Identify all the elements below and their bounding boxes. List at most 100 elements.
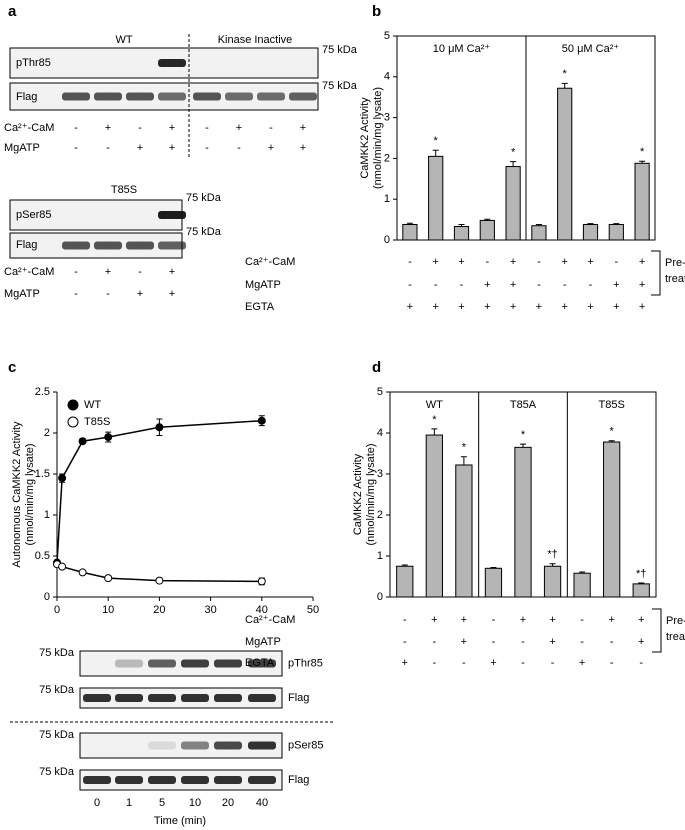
condition-mark: + xyxy=(300,142,306,154)
annotation: * xyxy=(511,147,516,159)
y-tick-label: 2.5 xyxy=(35,386,50,398)
error-bar xyxy=(561,82,568,89)
condition-mark: + xyxy=(536,301,542,313)
legend-marker xyxy=(67,416,79,428)
band xyxy=(181,741,209,750)
point xyxy=(257,577,266,586)
condition-mark: + xyxy=(520,614,526,626)
band xyxy=(62,92,90,101)
lane-label: 10 xyxy=(189,797,201,809)
error-bar xyxy=(510,161,517,167)
band xyxy=(126,241,154,250)
condition-mark: + xyxy=(461,614,467,626)
condition-mark: - xyxy=(580,636,584,648)
band xyxy=(193,92,221,101)
band xyxy=(158,92,186,101)
panel-label: a xyxy=(8,3,17,20)
panel-label: c xyxy=(8,359,16,376)
condition-mark: + xyxy=(639,256,645,268)
condition-mark: - xyxy=(537,256,541,268)
condition-mark: + xyxy=(268,142,274,154)
group-label: WT xyxy=(115,34,132,46)
point xyxy=(58,562,67,571)
size-label: 75 kDa xyxy=(39,766,75,778)
condition-mark: - xyxy=(551,657,555,669)
condition-mark: + xyxy=(549,636,555,648)
row-label: Flag xyxy=(288,692,309,704)
condition-mark: + xyxy=(461,636,467,648)
condition-mark: - xyxy=(205,122,209,134)
annotation: * xyxy=(640,146,645,158)
bar xyxy=(557,87,573,241)
y-tick-label: 5 xyxy=(384,30,390,42)
condition-mark: + xyxy=(432,301,438,313)
y-tick-label: 2 xyxy=(384,152,390,164)
condition-mark: - xyxy=(106,142,110,154)
row-label: Flag xyxy=(16,239,37,251)
condition-mark: + xyxy=(613,301,619,313)
x-axis-title: Time (min) xyxy=(154,815,206,827)
bracket-label: Pre- xyxy=(665,257,685,269)
y-tick-label: 3 xyxy=(384,112,390,124)
y-tick-label: 5 xyxy=(377,386,383,398)
condition-label: Ca²⁺-CaM xyxy=(4,266,54,278)
row-label: Flag xyxy=(16,91,37,103)
band xyxy=(248,694,276,702)
lane-label: 20 xyxy=(222,797,234,809)
point xyxy=(104,574,113,583)
bar xyxy=(484,567,503,598)
bracket xyxy=(651,250,661,296)
bar xyxy=(531,225,547,241)
condition-mark: - xyxy=(492,636,496,648)
band xyxy=(181,776,209,784)
annotation: * xyxy=(432,414,437,426)
y-tick-label: 4 xyxy=(384,71,390,83)
condition-mark: - xyxy=(205,142,209,154)
condition-mark: + xyxy=(587,256,593,268)
condition-mark: + xyxy=(484,279,490,291)
group-label: 50 μM Ca²⁺ xyxy=(562,43,620,55)
condition-mark: - xyxy=(432,657,436,669)
panel-label: d xyxy=(372,359,381,376)
condition-label: MgATP xyxy=(4,288,40,300)
condition-mark: + xyxy=(137,142,143,154)
condition-mark: - xyxy=(580,614,584,626)
condition-mark: + xyxy=(105,266,111,278)
condition-mark: + xyxy=(169,266,175,278)
condition-mark: - xyxy=(403,614,407,626)
band xyxy=(214,659,242,668)
condition-mark: + xyxy=(137,288,143,300)
error-bar xyxy=(639,160,646,164)
y-axis-title: CaMKK2 Activity xyxy=(352,453,364,535)
condition-mark: + xyxy=(561,256,567,268)
bar xyxy=(505,166,521,241)
condition-mark: - xyxy=(138,266,142,278)
band xyxy=(94,92,122,101)
condition-mark: - xyxy=(610,636,614,648)
condition-mark: + xyxy=(458,256,464,268)
x-tick-label: 20 xyxy=(153,604,165,616)
lane-label: 5 xyxy=(159,797,165,809)
condition-label: Ca²⁺-CaM xyxy=(245,256,295,268)
group-label: 10 μM Ca²⁺ xyxy=(433,43,491,55)
condition-mark: - xyxy=(589,279,593,291)
condition-mark: + xyxy=(510,256,516,268)
size-label: 75 kDa xyxy=(322,80,358,92)
condition-mark: - xyxy=(563,279,567,291)
band xyxy=(214,776,242,784)
error-bar xyxy=(431,428,438,436)
band xyxy=(115,776,143,784)
condition-mark: - xyxy=(485,256,489,268)
y-axis-title: (nmol/min/mg lysate) xyxy=(24,443,36,545)
bar xyxy=(608,223,624,241)
condition-mark: + xyxy=(402,657,408,669)
panel-label: b xyxy=(372,3,381,20)
condition-mark: - xyxy=(492,614,496,626)
bar xyxy=(603,441,621,598)
lane-label: 1 xyxy=(126,797,132,809)
bar xyxy=(479,219,495,241)
size-label: 75 kDa xyxy=(39,729,75,741)
condition-mark: - xyxy=(138,122,142,134)
size-label: 75 kDa xyxy=(322,44,358,56)
error-bar xyxy=(458,223,465,227)
